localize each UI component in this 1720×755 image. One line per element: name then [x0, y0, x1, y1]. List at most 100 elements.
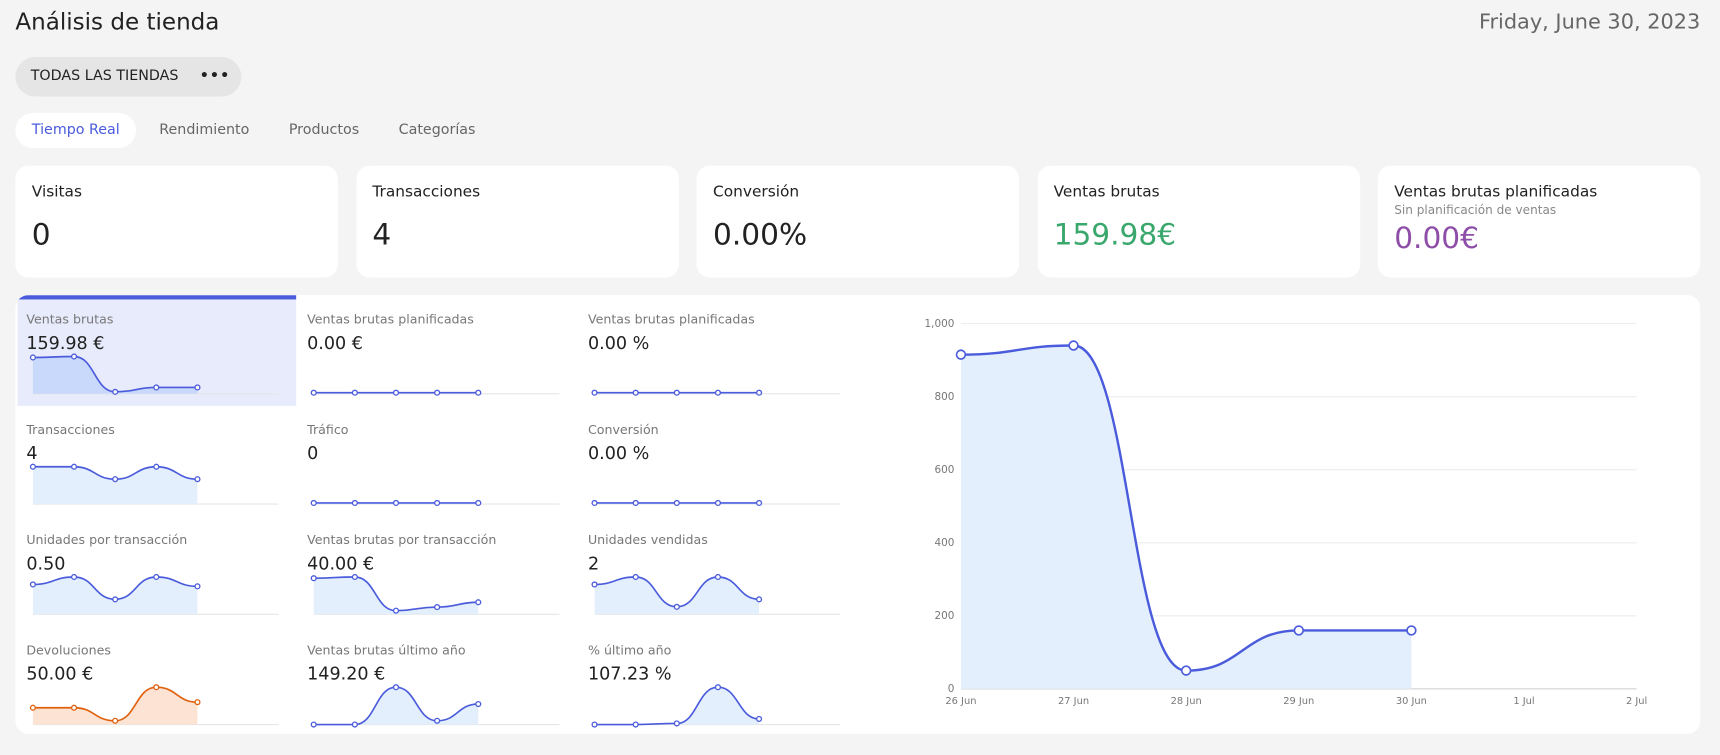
spark-point [112, 596, 119, 603]
spark-area [32, 576, 198, 615]
tab[interactable]: Tiempo Real [15, 112, 137, 149]
more-icon[interactable]: ••• [199, 68, 231, 85]
spark-point [392, 607, 400, 614]
spark-point [673, 499, 680, 507]
spark-point [673, 720, 680, 727]
metric-value: 2 [588, 554, 599, 574]
y-tick-label: 400 [934, 537, 954, 549]
spark-point [112, 476, 119, 483]
spark-area [32, 687, 198, 725]
metric-label: Conversión [588, 422, 659, 437]
point [1293, 625, 1304, 636]
spark-point [714, 389, 722, 396]
metric-value: 40.00 € [307, 554, 374, 574]
spark-point [29, 581, 36, 588]
spark-point [591, 721, 598, 728]
spark-area [594, 576, 760, 615]
metric-label: Unidades vendidas [588, 532, 708, 547]
spark-point [112, 388, 119, 395]
spark-point [351, 573, 358, 581]
x-tick-label: 27 Jun [1058, 696, 1089, 707]
x-tick-label: 1 Jul [1513, 696, 1534, 707]
spark-point [756, 715, 763, 723]
metric-value: 159.98 € [26, 334, 104, 354]
x-tick-label: 30 Jun [1396, 696, 1427, 707]
area [960, 345, 1412, 689]
metric-value: 0 [307, 444, 318, 464]
tab[interactable]: Categorías [398, 121, 476, 139]
spark-point [756, 499, 763, 507]
spark-point [392, 684, 400, 691]
metric-value: 0.00 % [588, 444, 649, 464]
kpi-card: Ventas brutas planificadas Sin planificac… [1377, 165, 1701, 278]
point [1406, 625, 1417, 636]
point [1068, 340, 1079, 351]
spark-point [153, 463, 160, 470]
metric-label: % último año [588, 642, 672, 657]
spark-point [591, 499, 598, 507]
metric-value: 0.00 € [307, 334, 363, 354]
x-tick-label: 29 Jun [1283, 696, 1314, 707]
spark-point [29, 354, 36, 361]
spark-area [313, 687, 479, 725]
spark-point [153, 684, 160, 691]
spark-point [673, 603, 680, 610]
spark-point [153, 573, 160, 581]
tab[interactable]: Rendimiento [159, 121, 250, 139]
spark-point [29, 704, 36, 711]
x-tick-label: 28 Jun [1171, 696, 1202, 707]
metric-label: Ventas brutas planificadas [307, 312, 474, 327]
kpi-card: Transacciones 4 [355, 165, 679, 278]
spark-point [673, 389, 680, 396]
store-filter[interactable]: TODAS LAS TIENDAS ••• [15, 57, 242, 97]
spark-point [112, 717, 119, 724]
metrics-panel: Ventas brutas 159.98 € Ventas brutas plani… [15, 295, 1701, 734]
metric-value: 107.23 % [588, 665, 672, 685]
tab[interactable]: Productos [288, 121, 360, 139]
metric-label: Ventas brutas planificadas [588, 312, 755, 327]
spark-point [310, 389, 317, 396]
metric-label: Ventas brutas por transacción [307, 532, 496, 547]
spark-point [714, 573, 722, 581]
y-tick-label: 200 [934, 610, 954, 622]
kpi-value: 0.00€ [1394, 221, 1480, 256]
y-tick-label: 1,000 [925, 318, 955, 330]
spark-point [153, 384, 160, 391]
line [960, 344, 1412, 672]
spark-point [70, 353, 78, 360]
metric-value: 4 [26, 444, 37, 464]
spark-area [313, 576, 479, 615]
y-tick-label: 600 [934, 464, 954, 476]
y-tick-label: 800 [934, 391, 954, 403]
point [955, 349, 967, 360]
spark-point [756, 596, 763, 603]
spark-point [392, 389, 400, 396]
spark-point [392, 499, 400, 507]
kpi-value: 4 [372, 218, 392, 253]
spark-area [32, 466, 198, 505]
spark-point [434, 717, 441, 724]
metric-value: 0.00 % [588, 334, 649, 354]
spark-point [194, 384, 201, 391]
spark-point [632, 573, 639, 581]
spark-point [310, 575, 317, 582]
spark-point [70, 573, 78, 581]
spark-point [351, 499, 358, 507]
kpi-card: Visitas 0 [15, 165, 338, 278]
spark-point [591, 389, 598, 396]
metric-value: 50.00 € [26, 665, 93, 685]
spark-point [632, 499, 639, 507]
spark-point [475, 389, 482, 396]
x-tick-label: 2 Jul [1626, 696, 1647, 707]
metric-label: Transacciones [25, 422, 114, 437]
metric-label: Unidades por transacción [26, 532, 187, 547]
panel-graphics: Ventas brutas 159.98 € Ventas brutas plani… [17, 295, 1647, 728]
spark-point [310, 499, 317, 507]
y-tick-label: 0 [948, 683, 955, 695]
metric-label: Ventas brutas último año [307, 642, 466, 657]
metric-value: 149.20 € [307, 665, 385, 685]
kpi-label: Visitas [31, 183, 82, 201]
selected-bar [17, 295, 297, 300]
spark-point [475, 499, 482, 507]
